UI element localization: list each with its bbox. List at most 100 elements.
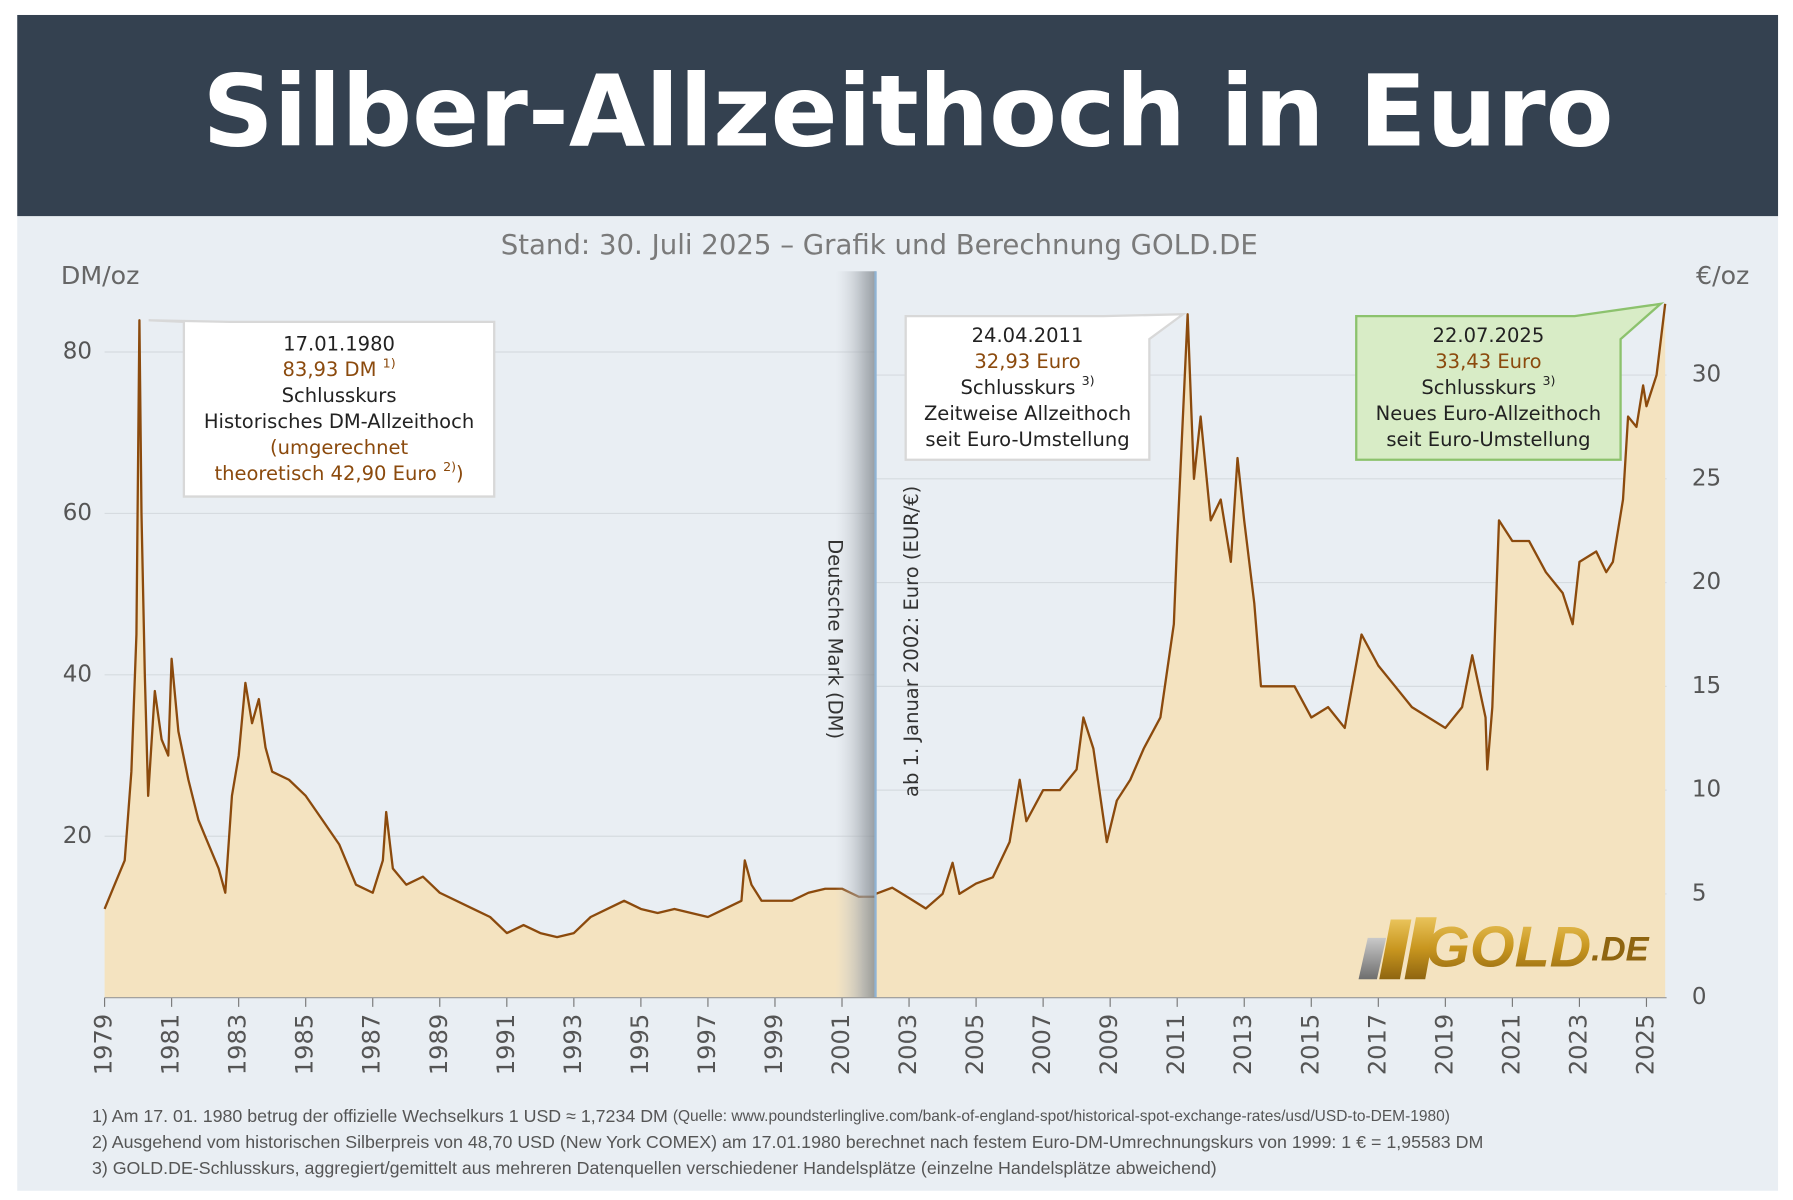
annotation-line: Schlusskurs	[282, 384, 397, 407]
x-tick-label: 1997	[693, 1014, 721, 1075]
annotation-line: Neues Euro-Allzeithoch	[1376, 401, 1601, 424]
annotation-line: Historisches DM-Allzeithoch	[204, 410, 474, 433]
annotation-sup: 3)	[1542, 373, 1555, 388]
x-tick-label: 2003	[894, 1014, 922, 1075]
x-tick-label: 2001	[827, 1014, 855, 1075]
logo-word: GOLD	[1425, 916, 1591, 980]
line	[103, 319, 876, 939]
x-tick-label: 2015	[1296, 1014, 1324, 1075]
period-label: Deutsche Mark (DM)	[824, 539, 847, 739]
annotation-text: 33,43 Euro	[1435, 349, 1541, 372]
footnote: 1) Am 17. 01. 1980 betrug der offizielle…	[92, 1106, 1450, 1126]
plot: Deutsche Mark (DM) ab 1. Januar 2002: Eur…	[63, 271, 1721, 1075]
annotation-sup: 3)	[1082, 373, 1095, 388]
annotation-sup: 2)	[443, 459, 456, 474]
annotation-sup: 1)	[383, 355, 396, 370]
y-tick-label: 40	[63, 661, 92, 687]
logo-bar	[1379, 919, 1412, 980]
x-tick-label: 2007	[1028, 1014, 1056, 1075]
footnotes: 1) Am 17. 01. 1980 betrug der offizielle…	[92, 1106, 1483, 1178]
annotation-text: 24.04.2011	[972, 323, 1084, 346]
x-tick-label: 1995	[626, 1014, 654, 1075]
annotation-text: 17.01.1980	[283, 332, 395, 355]
annotation-text: seit Euro-Umstellung	[925, 427, 1129, 450]
header	[17, 14, 1779, 217]
y-tick-label: 60	[63, 500, 92, 526]
footnote: 2) Ausgehend vom historischen Silberprei…	[92, 1132, 1483, 1152]
chart-title: Silber-Allzeithoch in Euro	[202, 54, 1613, 169]
x-tick-label: 1991	[492, 1014, 520, 1075]
logo-bar	[1358, 937, 1387, 980]
x-tick-label: 1993	[559, 1014, 587, 1075]
x-tick-label: 1989	[425, 1014, 453, 1075]
y2-tick-label: 0	[1692, 984, 1707, 1010]
y2-tick-label: 20	[1692, 569, 1721, 595]
annotation-text: theoretisch 42,90 Euro 2))	[214, 459, 463, 485]
x-tick-label: 2023	[1564, 1014, 1592, 1075]
x-tick-label: 1983	[224, 1014, 252, 1075]
footnote-text: 3) GOLD.DE-Schlusskurs, aggregiert/gemit…	[92, 1158, 1217, 1178]
logo-bar	[1404, 917, 1437, 980]
annotation-text: 22.07.2025	[1433, 323, 1545, 346]
x-tick-label: 2013	[1229, 1014, 1257, 1075]
annotation-text: Schlusskurs 3)	[960, 373, 1094, 399]
annotation-line: 24.04.2011	[972, 323, 1084, 346]
y2-tick-label: 25	[1692, 465, 1721, 491]
annotation-text: 32,93 Euro	[974, 349, 1080, 372]
annotation-box	[148, 319, 496, 498]
x-tick-label: 1987	[358, 1014, 386, 1075]
annotation-text: Schlusskurs	[282, 384, 397, 407]
annotation-tail: )	[456, 462, 464, 485]
y-tick-label: 80	[63, 338, 92, 364]
annotation-line: 32,93 Euro	[974, 349, 1080, 372]
annotation-text: Schlusskurs 3)	[1421, 373, 1555, 399]
area	[875, 303, 1666, 998]
annotation-line: (umgerechnet	[270, 436, 408, 459]
annotation-line: 17.01.1980	[283, 332, 395, 355]
annotation-box	[1355, 302, 1665, 461]
x-tick-label: 2025	[1631, 1014, 1659, 1075]
footnote-text: 1) Am 17. 01. 1980 betrug der offizielle…	[92, 1106, 673, 1126]
x-tick-label: 1999	[760, 1014, 788, 1075]
x-tick-label: 2005	[961, 1014, 989, 1075]
annotation-line: Schlusskurs	[1421, 375, 1536, 398]
x-tick-label: 2009	[1095, 1014, 1123, 1075]
annotation-line: seit Euro-Umstellung	[925, 427, 1129, 450]
x-tick-label: 2019	[1430, 1014, 1458, 1075]
y2-tick-label: 15	[1692, 673, 1721, 699]
annotation-text: Neues Euro-Allzeithoch	[1376, 401, 1601, 424]
logo-text: GOLD.DE	[1425, 916, 1649, 980]
annotation-text: (umgerechnet	[270, 436, 408, 459]
footnote: 3) GOLD.DE-Schlusskurs, aggregiert/gemit…	[92, 1158, 1217, 1178]
area	[104, 320, 876, 998]
annotation-text: seit Euro-Umstellung	[1386, 427, 1590, 450]
x-tick-label: 2017	[1363, 1014, 1391, 1075]
x-tick-label: 1985	[291, 1014, 319, 1075]
footnote-text: 2) Ausgehend vom historischen Silberprei…	[92, 1132, 1483, 1152]
y-tick-label: 20	[63, 823, 92, 849]
logo-suffix: .DE	[1591, 931, 1649, 969]
y2-tick-label: 5	[1692, 880, 1707, 906]
currency-band	[835, 271, 876, 998]
annotation-box	[904, 313, 1187, 461]
x-tick-label: 2011	[1162, 1014, 1190, 1075]
y2-axis-label: €/oz	[1696, 261, 1749, 290]
y-axis-label: DM/oz	[61, 261, 140, 290]
logo: GOLD.DE	[1358, 916, 1650, 980]
period-label: ab 1. Januar 2002: Euro (EUR/€)	[900, 486, 923, 797]
y2-tick-label: 30	[1692, 362, 1721, 388]
annotation-text: 83,93 DM 1)	[282, 355, 395, 381]
y2-tick-label: 10	[1692, 777, 1721, 803]
annotation-text: Historisches DM-Allzeithoch	[204, 410, 474, 433]
annotation-line: 22.07.2025	[1433, 323, 1545, 346]
x-tick-label: 1979	[90, 1014, 118, 1075]
annotation-line: Schlusskurs	[960, 375, 1075, 398]
line	[875, 303, 1667, 910]
annotation-line: theoretisch 42,90 Euro	[214, 462, 436, 485]
x-tick-label: 2021	[1497, 1014, 1525, 1075]
footnote-source: (Quelle: www.poundsterlinglive.com/bank-…	[673, 1108, 1450, 1125]
x-tick-label: 1981	[157, 1014, 185, 1075]
annotation-line: 83,93 DM	[282, 358, 376, 381]
